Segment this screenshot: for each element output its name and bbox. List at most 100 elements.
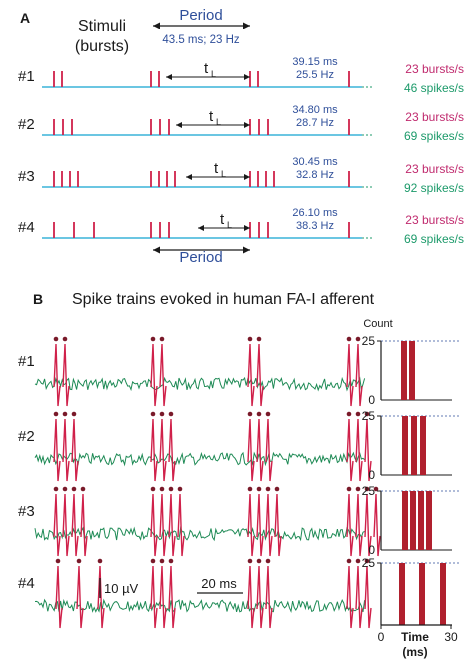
spike-marker xyxy=(364,486,370,492)
spike-marker xyxy=(150,486,156,492)
spike-marker xyxy=(62,486,68,492)
spike-marker xyxy=(265,558,271,564)
spike-marker xyxy=(71,486,77,492)
hist-bar xyxy=(409,341,415,400)
hist-y-tick-label-0: 0 xyxy=(368,468,375,482)
stimulus-row-label: #4 xyxy=(18,219,35,236)
spike-waveform xyxy=(150,343,158,407)
panel-a-letter: A xyxy=(20,10,30,26)
spike-marker xyxy=(346,486,352,492)
spike-marker xyxy=(265,411,271,417)
spike-marker xyxy=(346,558,352,564)
spike-marker xyxy=(97,558,103,564)
spike-waveform xyxy=(247,565,255,629)
spike-marker xyxy=(80,486,86,492)
panel-b-letter: B xyxy=(33,291,43,307)
spike-marker xyxy=(247,411,253,417)
latency-label: t xyxy=(209,108,214,125)
spike-marker xyxy=(53,486,59,492)
latency-subscript: L xyxy=(227,220,232,230)
spike-rate: 46 spikes/s xyxy=(404,81,464,95)
spike-marker xyxy=(150,411,156,417)
spike-marker xyxy=(159,411,165,417)
neural-trace xyxy=(34,376,366,392)
spike-waveform xyxy=(247,493,255,557)
hist-y-tick-label-25: 25 xyxy=(362,484,376,498)
burst-rate: 23 bursts/s xyxy=(405,162,464,176)
spike-waveform xyxy=(364,565,372,629)
latency-arrowheads xyxy=(198,225,250,231)
burst-rate: 23 bursts/s xyxy=(405,213,464,227)
spike-waveform xyxy=(355,565,363,629)
hist-x-tick-label-0: 0 xyxy=(378,630,385,644)
stimulus-row-label: #3 xyxy=(18,168,35,185)
stimuli-title-line2: (bursts) xyxy=(75,38,129,55)
frequency-value: 32.8 Hz xyxy=(296,169,334,181)
spike-marker xyxy=(159,486,165,492)
spike-waveform xyxy=(355,493,363,557)
neural-trace xyxy=(34,598,366,614)
spike-waveform xyxy=(53,493,61,557)
hist-bar xyxy=(399,563,405,625)
latency-value: 26.10 ms xyxy=(292,207,338,219)
latency-value: 39.15 ms xyxy=(292,56,338,68)
spike-waveform xyxy=(76,565,84,629)
spike-waveform xyxy=(364,493,372,557)
hist-y-tick-label-25: 25 xyxy=(362,334,376,348)
spike-waveform xyxy=(168,565,176,629)
frequency-value: 28.7 Hz xyxy=(296,117,334,129)
spike-waveform xyxy=(159,343,167,407)
spike-waveform xyxy=(256,493,264,557)
spike-waveform xyxy=(355,343,363,407)
spike-rate: 69 spikes/s xyxy=(404,232,464,246)
spike-marker xyxy=(53,411,59,417)
spike-waveform xyxy=(265,493,273,557)
spike-train-row-label: #4 xyxy=(18,575,35,592)
spike-waveform xyxy=(247,343,255,407)
hist-bar xyxy=(419,563,425,625)
spike-waveform xyxy=(177,493,185,557)
spike-waveform xyxy=(53,343,61,407)
spike-rate: 92 spikes/s xyxy=(404,181,464,195)
period-box-text: 43.5 ms; 23 Hz xyxy=(162,34,240,46)
spike-waveform xyxy=(256,418,264,482)
frequency-value: 25.5 Hz xyxy=(296,69,334,81)
spike-marker xyxy=(168,558,174,564)
count-label: Count xyxy=(363,318,392,330)
latency-subscript: L xyxy=(211,69,216,79)
spike-marker xyxy=(71,411,77,417)
spike-train-row: #1 xyxy=(18,336,366,407)
spike-waveform xyxy=(168,418,176,482)
spike-marker xyxy=(62,336,68,342)
panel-b-rows: #1 #2 #3 #4 xyxy=(18,336,381,629)
spike-train-row-label: #2 xyxy=(18,428,35,445)
spike-marker xyxy=(274,486,280,492)
hist-y-tick-label-0: 0 xyxy=(368,393,375,407)
hist-x-label-unit: (ms) xyxy=(402,645,427,659)
spike-marker xyxy=(159,558,165,564)
spike-marker xyxy=(256,411,262,417)
spike-marker xyxy=(150,558,156,564)
spike-marker xyxy=(55,558,61,564)
hist-y-tick-label-25: 25 xyxy=(362,409,376,423)
spike-marker xyxy=(364,558,370,564)
spike-marker xyxy=(247,486,253,492)
hist-bar xyxy=(401,341,407,400)
stimulus-row-label: #2 xyxy=(18,116,35,133)
hist-bar xyxy=(411,416,417,475)
spike-waveform xyxy=(355,418,363,482)
spike-waveform xyxy=(159,565,167,629)
latency-value: 30.45 ms xyxy=(292,156,338,168)
spike-marker xyxy=(364,411,370,417)
spike-waveform xyxy=(256,343,264,407)
histogram: 25 0 xyxy=(362,409,460,482)
latency-label: t xyxy=(214,160,219,177)
spike-waveform xyxy=(274,493,282,557)
spike-waveform xyxy=(346,565,354,629)
spike-waveform xyxy=(150,493,158,557)
period-bottom-label: Period xyxy=(179,249,222,266)
panel-b-title: Spike trains evoked in human FA-I affere… xyxy=(72,291,375,308)
spike-waveform xyxy=(150,418,158,482)
spike-marker xyxy=(247,558,253,564)
